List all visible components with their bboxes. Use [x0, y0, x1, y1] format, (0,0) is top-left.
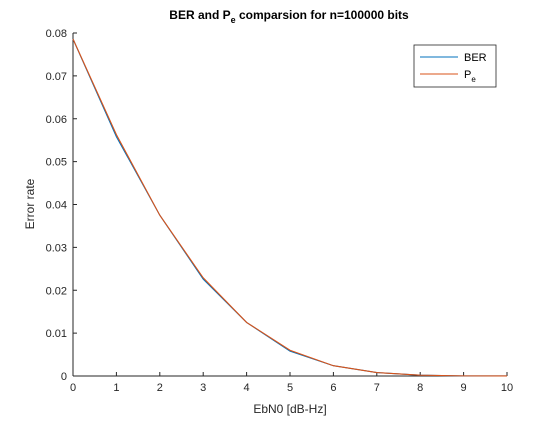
- chart-title-suffix: comparsion for n=100000 bits: [236, 8, 409, 22]
- legend-label-pe-subscript: e: [471, 75, 476, 84]
- y-tick-label: 0.06: [46, 114, 67, 126]
- chart-title-subscript: e: [231, 15, 236, 25]
- y-tick-label: 0.07: [46, 71, 67, 83]
- legend-label-pe: Pe: [464, 69, 476, 84]
- chart-title: BER and Pe comparsion for n=100000 bits: [169, 8, 409, 25]
- x-tick-label: 10: [501, 382, 513, 394]
- x-tick-label: 3: [200, 382, 206, 394]
- x-tick-label: 9: [461, 382, 467, 394]
- y-tick-label: 0.05: [46, 157, 67, 169]
- x-tick-label: 4: [244, 382, 250, 394]
- legend-label-ber: BER: [464, 52, 487, 64]
- x-tick-label: 5: [287, 382, 293, 394]
- y-tick-label: 0: [61, 371, 67, 383]
- legend-box: [413, 44, 497, 88]
- y-tick-label: 0.01: [46, 328, 67, 340]
- x-tick-label: 0: [70, 382, 76, 394]
- x-axis-label: EbN0 [dB-Hz]: [253, 402, 326, 416]
- axes-box: [73, 33, 507, 376]
- y-ticks: 0 0.01 0.02 0.03 0.04 0.05 0.06 0.07 0.08: [46, 28, 77, 383]
- x-tick-label: 7: [374, 382, 380, 394]
- x-tick-label: 2: [157, 382, 163, 394]
- y-tick-label: 0.04: [46, 200, 67, 212]
- series-layer: [72, 38, 508, 377]
- x-tick-label: 1: [113, 382, 119, 394]
- x-tick-label: 8: [417, 382, 423, 394]
- y-axis-label: Error rate: [23, 178, 37, 229]
- legend-label-pe-main: P: [464, 69, 471, 81]
- legend: BER Pe: [413, 44, 497, 88]
- plot-area: 0 1 2 3 4 5 6 7 8 9 10 0 0.01 0.02 0.03 0.04 0.05 0.06 0.…: [46, 28, 514, 394]
- x-ticks: 0 1 2 3 4 5 6 7 8 9 10: [70, 372, 513, 394]
- x-tick-label: 6: [330, 382, 336, 394]
- series-line-pe: [72, 38, 508, 377]
- y-tick-label: 0.08: [46, 28, 67, 40]
- y-tick-label: 0.02: [46, 285, 67, 297]
- chart-title-prefix: BER and P: [169, 8, 230, 22]
- y-tick-label: 0.03: [46, 242, 67, 254]
